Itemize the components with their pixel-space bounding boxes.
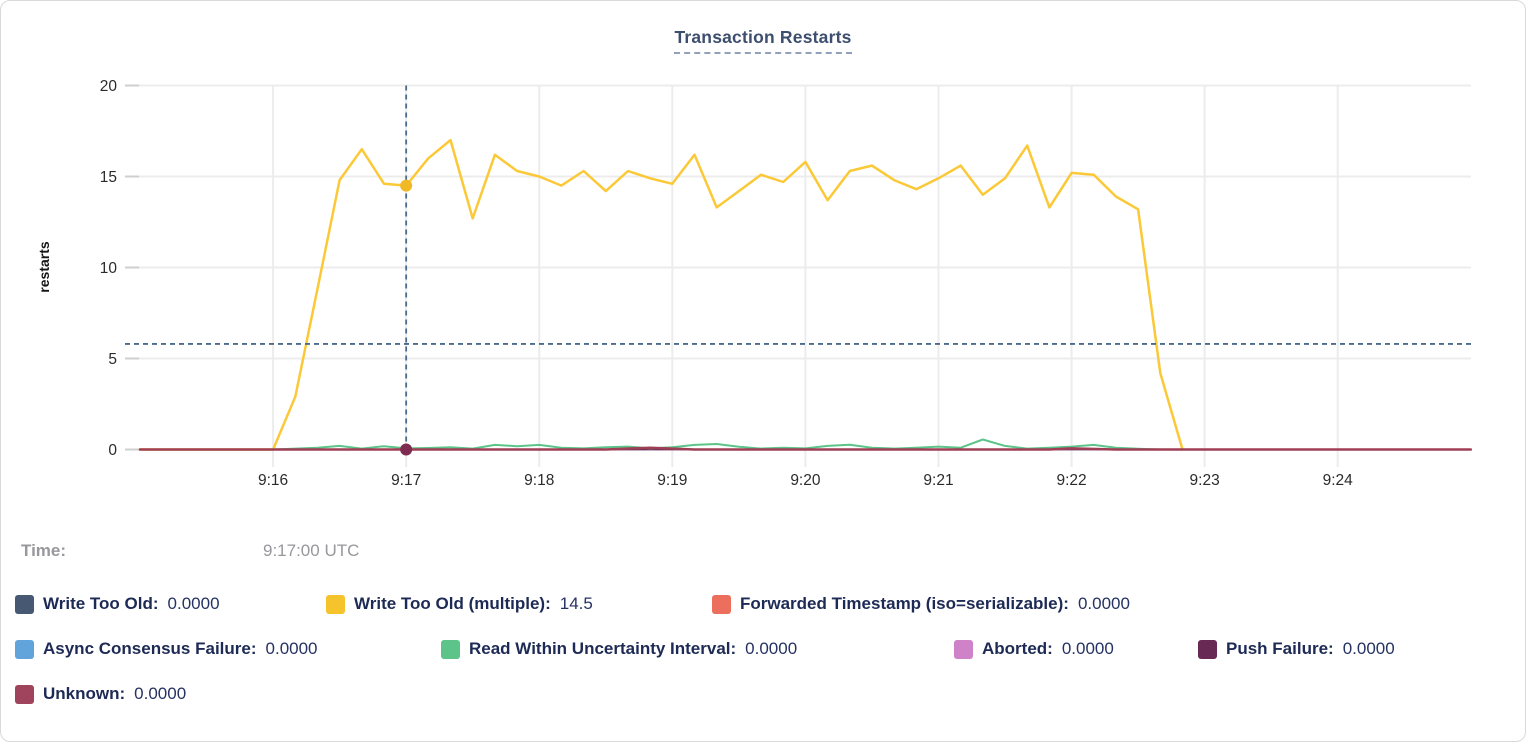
x-tick-label-9-17: 9:17	[391, 472, 421, 489]
y-tick-label-0: 0	[108, 442, 117, 459]
legend-item-write-too-old-multiple: Write Too Old (multiple): 14.5	[326, 592, 593, 616]
legend-label: Async Consensus Failure:	[43, 639, 257, 658]
y-tick-label-15: 15	[100, 169, 117, 186]
x-tick-label-9-23: 9:23	[1190, 472, 1220, 489]
legend-item-read-within-uncertainty-interval: Read Within Uncertainty Interval: 0.0000	[441, 637, 797, 661]
legend-swatch-aborted	[954, 639, 973, 659]
series-line-write-too-old-multiple	[138, 138, 1184, 451]
y-tick-label-5: 5	[108, 351, 117, 368]
x-tick-label-9-21: 9:21	[923, 472, 953, 489]
y-axis-label: restarts	[36, 241, 52, 293]
legend-swatch-forwarded-timestamp-iso-serializable	[712, 594, 731, 614]
legend-item-unknown: Unknown: 0.0000	[15, 682, 186, 706]
legend-value: 0.0000	[134, 684, 187, 703]
legend-swatch-unknown	[15, 684, 34, 704]
legend-value: 0.0000	[265, 639, 318, 658]
legend-value: 14.5	[559, 594, 593, 613]
legend-label: Write Too Old (multiple):	[354, 594, 551, 613]
legend-label: Write Too Old:	[43, 594, 159, 613]
x-tick-label-9-16: 9:16	[258, 472, 288, 489]
legend-label: Unknown:	[43, 684, 126, 703]
x-tick-label-9-22: 9:22	[1056, 472, 1086, 489]
legend-value: 0.0000	[1077, 594, 1130, 613]
legend-value: 0.0000	[167, 594, 220, 613]
legend-label: Forwarded Timestamp (iso=serializable):	[740, 594, 1069, 613]
legend-swatch-write-too-old	[15, 594, 34, 614]
legend-item-push-failure: Push Failure: 0.0000	[1198, 637, 1395, 661]
legend-value: 0.0000	[1061, 639, 1114, 658]
legend-item-write-too-old: Write Too Old: 0.0000	[15, 592, 220, 616]
x-tick-label-9-20: 9:20	[790, 472, 821, 489]
x-tick-label-9-18: 9:18	[524, 472, 554, 489]
x-tick-label-9-24: 9:24	[1323, 472, 1354, 489]
tooltip-time-value: 9:17:00 UTC	[263, 541, 360, 560]
legend-label: Push Failure:	[1226, 639, 1334, 658]
hover-dot-unknown	[400, 443, 413, 456]
legend-label: Read Within Uncertainty Interval:	[469, 639, 737, 658]
legend-swatch-write-too-old-multiple	[326, 594, 345, 614]
y-tick-label-10: 10	[100, 260, 118, 277]
series-line-unknown	[138, 446, 1473, 451]
legend-value: 0.0000	[745, 639, 798, 658]
chart-title[interactable]: Transaction Restarts	[674, 27, 852, 54]
y-tick-label-20: 20	[100, 78, 118, 95]
legend-swatch-async-consensus-failure	[15, 639, 34, 659]
transaction-restarts-chart[interactable]: 0 5 10 15 20 9:16 9:17 9:18 9:19 9:20 9:21 9:22 9:23…	[1, 1, 1528, 516]
legend-item-async-consensus-failure: Async Consensus Failure: 0.0000	[15, 637, 318, 661]
legend-value: 0.0000	[1342, 639, 1395, 658]
chart-title-wrap: Transaction Restarts	[1, 27, 1525, 54]
hover-dot-write-too-old-multiple	[400, 179, 413, 192]
legend-swatch-read-within-uncertainty-interval	[441, 639, 460, 659]
x-tick-label-9-19: 9:19	[657, 472, 687, 489]
legend-label: Aborted:	[982, 639, 1053, 658]
tooltip-time-label: Time:	[21, 541, 67, 560]
legend-swatch-push-failure	[1198, 639, 1217, 659]
legend-item-aborted: Aborted: 0.0000	[954, 637, 1114, 661]
legend-item-forwarded-timestamp-iso-serializable: Forwarded Timestamp (iso=serializable): 0…	[712, 592, 1130, 616]
